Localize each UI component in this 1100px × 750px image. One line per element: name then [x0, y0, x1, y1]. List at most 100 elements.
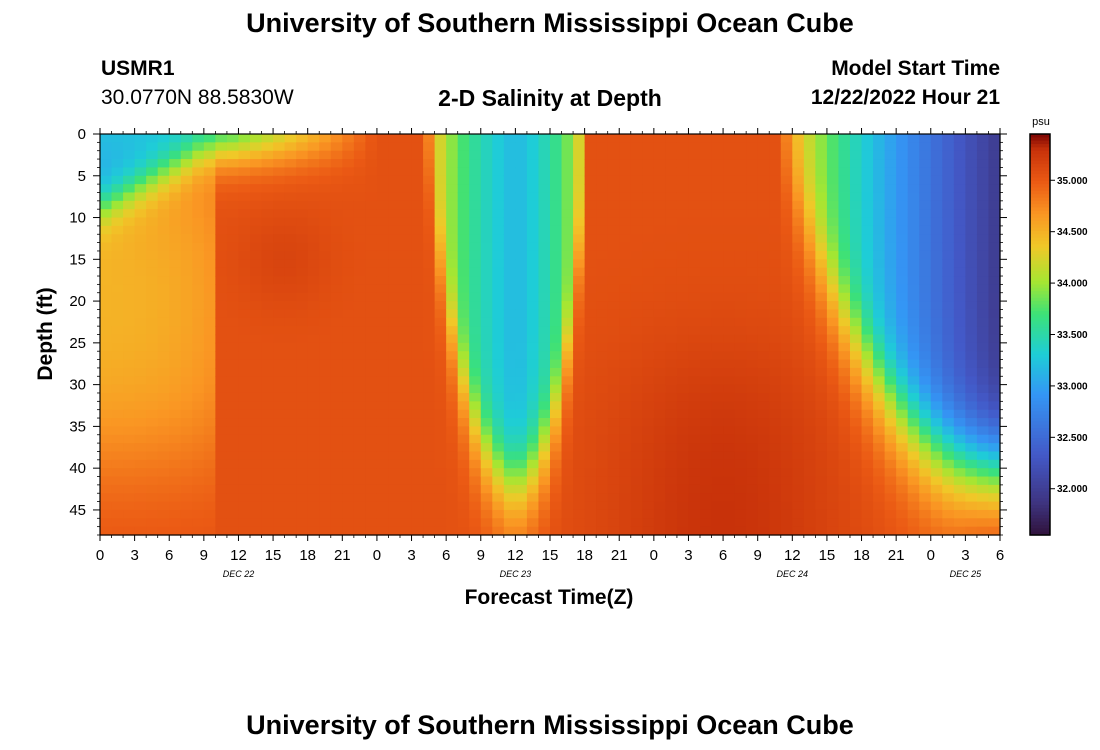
- heatmap-cell: [250, 317, 263, 327]
- heatmap-cell: [538, 200, 551, 210]
- x-tick-label: 9: [477, 547, 485, 564]
- heatmap-cell: [780, 242, 793, 252]
- heatmap-cell: [780, 159, 793, 169]
- heatmap-cell: [619, 292, 632, 302]
- heatmap-cell: [769, 401, 782, 411]
- heatmap-cell: [157, 217, 170, 227]
- heatmap-cell: [757, 200, 770, 210]
- heatmap-cell: [319, 501, 332, 511]
- heatmap-cell: [596, 468, 609, 478]
- heatmap-cell: [215, 184, 228, 194]
- heatmap-cell: [630, 167, 643, 177]
- heatmap-cell: [815, 443, 828, 453]
- heatmap-cell: [930, 175, 943, 185]
- heatmap-cell: [757, 418, 770, 427]
- heatmap-cell: [111, 134, 124, 143]
- heatmap-cell: [653, 250, 666, 260]
- heatmap-cell: [273, 434, 286, 444]
- colorbar-swatch: [1030, 351, 1050, 356]
- heatmap-cell: [919, 234, 932, 244]
- heatmap-cell: [515, 509, 528, 519]
- heatmap-cell: [134, 134, 147, 143]
- heatmap-cell: [330, 200, 343, 210]
- heatmap-cell: [884, 217, 897, 227]
- heatmap-cell: [861, 418, 874, 427]
- heatmap-cell: [826, 359, 840, 369]
- heatmap-cell: [550, 392, 563, 402]
- heatmap-cell: [480, 292, 493, 302]
- heatmap-cell: [976, 267, 990, 277]
- heatmap-cell: [526, 267, 540, 277]
- heatmap-cell: [803, 276, 816, 285]
- heatmap-cell: [342, 451, 355, 461]
- heatmap-cell: [769, 493, 782, 503]
- heatmap-cell: [388, 526, 401, 536]
- heatmap-cell: [400, 351, 413, 361]
- heatmap-cell: [988, 392, 1001, 402]
- heatmap-cell: [492, 167, 505, 177]
- heatmap-cell: [226, 518, 240, 528]
- heatmap-cell: [353, 451, 366, 461]
- heatmap-cell: [180, 242, 193, 252]
- heatmap-cell: [353, 526, 366, 536]
- heatmap-cell: [526, 451, 540, 461]
- heatmap-cell: [988, 184, 1001, 194]
- colorbar-swatch: [1030, 458, 1050, 463]
- heatmap-cell: [388, 518, 401, 528]
- heatmap-cell: [757, 426, 770, 436]
- heatmap-cell: [503, 159, 516, 169]
- heatmap-cell: [838, 301, 851, 311]
- heatmap-cell: [423, 309, 436, 319]
- heatmap-cell: [434, 284, 447, 294]
- colorbar-tick-label: 32.000: [1057, 484, 1088, 495]
- heatmap-cell: [192, 292, 205, 302]
- heatmap-cell: [203, 409, 216, 419]
- heatmap-cell: [676, 468, 690, 478]
- heatmap-cell: [826, 276, 840, 285]
- heatmap-cell: [826, 451, 840, 461]
- heatmap-cell: [930, 459, 943, 469]
- heatmap-cell: [838, 259, 851, 269]
- x-tick-label: 3: [130, 547, 138, 564]
- heatmap-cell: [723, 359, 736, 369]
- heatmap-cell: [838, 276, 851, 285]
- heatmap-cell: [411, 409, 424, 419]
- heatmap-cell: [850, 426, 863, 436]
- heatmap-cell: [469, 459, 482, 469]
- heatmap-cell: [307, 526, 320, 536]
- heatmap-cell: [803, 426, 816, 436]
- heatmap-cell: [307, 167, 320, 177]
- heatmap-cell: [907, 292, 920, 302]
- colorbar-swatch: [1030, 508, 1050, 513]
- heatmap-cell: [630, 359, 643, 369]
- heatmap-cell: [250, 451, 263, 461]
- heatmap-cell: [873, 167, 886, 177]
- colorbar-swatch: [1030, 501, 1050, 506]
- heatmap-cell: [515, 434, 528, 444]
- heatmap-cell: [342, 242, 355, 252]
- heatmap-cell: [723, 376, 736, 386]
- heatmap-cell: [238, 468, 251, 478]
- heatmap-cell: [838, 200, 851, 210]
- heatmap-cell: [434, 301, 447, 311]
- heatmap-cell: [850, 493, 863, 503]
- heatmap-cell: [815, 134, 828, 143]
- heatmap-cell: [711, 493, 724, 503]
- heatmap-cell: [180, 376, 193, 386]
- heatmap-cell: [169, 418, 182, 427]
- heatmap-cell: [896, 518, 909, 528]
- heatmap-cell: [250, 159, 263, 169]
- heatmap-cell: [215, 134, 228, 143]
- heatmap-cell: [261, 459, 274, 469]
- heatmap-cell: [284, 150, 297, 160]
- heatmap-cell: [169, 159, 182, 169]
- heatmap-cell: [838, 376, 851, 386]
- heatmap-cell: [226, 317, 240, 327]
- heatmap-cell: [630, 259, 643, 269]
- heatmap-cell: [988, 451, 1001, 461]
- heatmap-cell: [238, 159, 251, 169]
- heatmap-cell: [550, 476, 563, 486]
- heatmap-cell: [723, 367, 736, 377]
- heatmap-cell: [180, 451, 193, 461]
- heatmap-cell: [942, 292, 955, 302]
